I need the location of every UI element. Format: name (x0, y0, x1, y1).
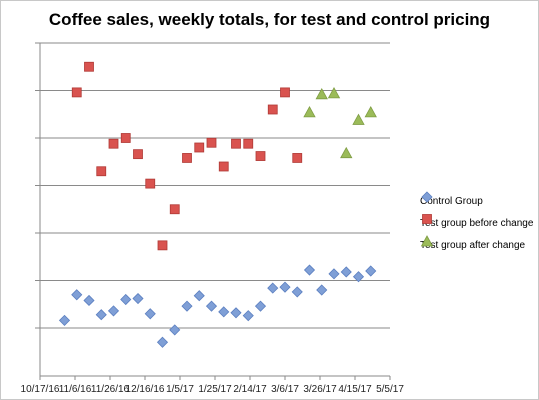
test-after-point (315, 87, 328, 100)
test-before-point (206, 137, 217, 148)
test-before-point (157, 240, 168, 251)
test-before-point (182, 153, 192, 163)
control-point (340, 266, 352, 278)
control-point (181, 300, 193, 312)
test-before-point (218, 161, 229, 172)
control-point (120, 293, 132, 306)
control-point (267, 282, 279, 294)
control-point (303, 264, 316, 276)
legend-label-control: Control Group (420, 195, 483, 207)
control-point (352, 271, 365, 283)
x-tick-label: 11/26/16 (91, 384, 130, 395)
control-point (218, 306, 230, 318)
test-before-point (169, 204, 180, 215)
control-point (71, 289, 83, 301)
test-before-point (96, 166, 107, 177)
diamond-icon (421, 191, 433, 203)
legend-label-test-after: Test group after change (420, 239, 526, 251)
control-point (242, 310, 254, 322)
test-before-point (267, 104, 278, 115)
test-after-point (303, 106, 316, 118)
test-before-point (243, 138, 254, 149)
test-before-point (133, 149, 143, 160)
chart-title: Coffee sales, weekly totals, for test an… (48, 10, 491, 29)
legend-item-test-before: Test group before change (420, 212, 533, 234)
test-before-point (255, 151, 266, 161)
legend-label-test-before: Test group before change (420, 217, 534, 229)
test-before-point (145, 178, 156, 189)
control-point (205, 300, 218, 312)
control-point (83, 294, 95, 307)
control-point (328, 268, 340, 280)
test-after-point (364, 106, 377, 118)
x-tick-label: 3/6/17 (271, 384, 299, 395)
control-point (230, 307, 242, 319)
test-before-point (71, 87, 82, 98)
control-point (95, 309, 107, 321)
control-point (254, 300, 267, 312)
x-tick-label: 1/5/17 (166, 384, 194, 395)
control-point (144, 308, 156, 320)
x-tick-label: 5/5/17 (376, 384, 404, 395)
triangle-icon (420, 235, 434, 247)
x-tick-label: 12/16/16 (126, 384, 165, 395)
control-point (193, 290, 205, 302)
x-tick-label: 10/17/16 (21, 384, 60, 395)
control-point (365, 265, 377, 277)
legend: Control Group Test group before change T… (420, 190, 533, 256)
test-before-point (292, 153, 303, 163)
control-point (316, 284, 328, 296)
control-point (132, 292, 144, 305)
control-point (291, 286, 303, 298)
square-icon (422, 214, 432, 224)
test-before-point (231, 138, 241, 149)
test-before-point (108, 138, 119, 149)
control-point (107, 305, 120, 317)
control-point (156, 336, 169, 348)
test-before-point (280, 87, 290, 98)
x-tick-label: 2/14/17 (233, 384, 267, 395)
legend-item-control: Control Group (420, 190, 533, 212)
control-point (58, 314, 71, 326)
legend-item-test-after: Test group after change (420, 234, 533, 256)
x-tick-label: 1/25/17 (198, 384, 232, 395)
x-tick-label: 11/6/16 (59, 384, 92, 395)
test-after-point (327, 87, 341, 99)
control-point (169, 324, 181, 336)
control-point (279, 281, 291, 293)
x-tick-label: 4/15/17 (338, 384, 372, 395)
axes (39, 43, 390, 377)
data-points (58, 61, 377, 348)
test-before-point (194, 142, 205, 153)
x-tick-label: 3/26/17 (303, 384, 337, 395)
test-before-point (84, 61, 94, 72)
test-after-point (352, 113, 365, 125)
test-before-point (120, 133, 131, 143)
gridlines (35, 42, 390, 329)
test-after-point (340, 146, 353, 159)
